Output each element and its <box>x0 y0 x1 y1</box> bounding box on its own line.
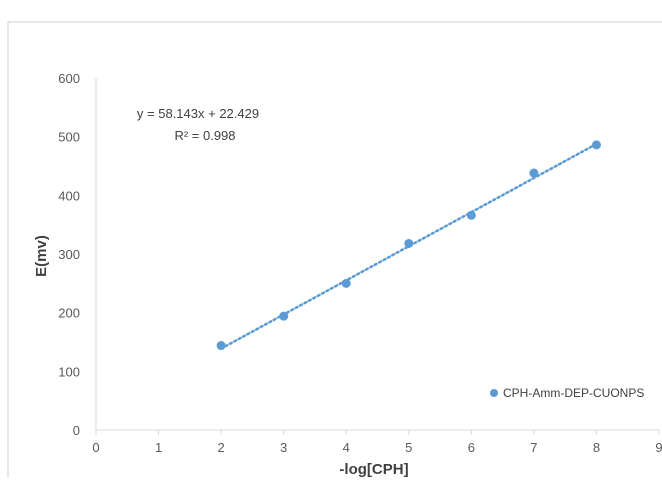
x-tick-label: 8 <box>593 440 600 455</box>
x-axis-title: -log[CPH] <box>339 461 408 478</box>
y-tick-label: 500 <box>58 130 80 145</box>
y-tick-label: 600 <box>58 71 80 86</box>
points-layer <box>216 140 601 351</box>
y-tick-label: 200 <box>58 306 80 321</box>
x-tick-label: 2 <box>217 440 224 455</box>
data-point <box>341 278 351 288</box>
data-point <box>466 210 476 220</box>
x-tick-label: 3 <box>280 440 287 455</box>
y-axis-title: E(mv) <box>33 235 50 277</box>
x-tick-label: 1 <box>155 440 162 455</box>
data-point <box>279 311 289 321</box>
y-tick-label: 0 <box>73 423 80 438</box>
legend-label: CPH-Amm-DEP-CUONPS <box>503 386 644 400</box>
data-point <box>404 238 414 248</box>
axes-layer: 0 100 200 300 400 500 600 0 1 2 3 4 5 6 7 8 9 <box>58 71 662 455</box>
y-tick-label: 100 <box>58 364 80 379</box>
y-tick-label: 300 <box>58 247 80 262</box>
y-tick-label: 400 <box>58 188 80 203</box>
x-tick-label: 4 <box>343 440 350 455</box>
x-tick-label: 6 <box>468 440 475 455</box>
data-point <box>529 168 539 178</box>
data-point <box>591 140 601 150</box>
data-point <box>216 341 226 351</box>
x-tick-label: 0 <box>92 440 99 455</box>
x-tick-label: 5 <box>405 440 412 455</box>
trendline-equation-label: y = 58.143x + 22.429 <box>137 106 259 121</box>
trendline-r2-label: R² = 0.998 <box>174 128 235 143</box>
x-tick-label: 7 <box>530 440 537 455</box>
x-tick-label: 9 <box>655 440 662 455</box>
legend: CPH-Amm-DEP-CUONPS <box>490 386 644 400</box>
legend-marker <box>490 389 498 397</box>
